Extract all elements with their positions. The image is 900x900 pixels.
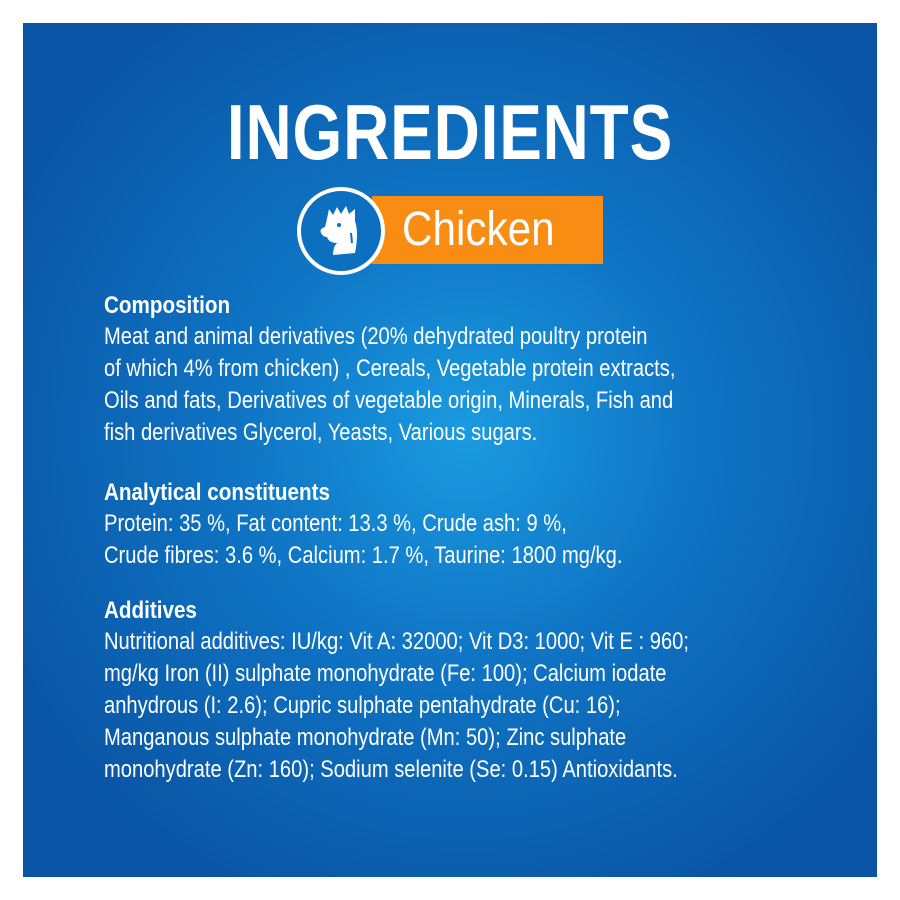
background-panel — [23, 23, 877, 877]
section-line: Oils and fats, Derivatives of vegetable … — [104, 387, 674, 414]
section-heading: Analytical constituents — [104, 479, 330, 506]
section-heading: Composition — [104, 292, 231, 319]
flavor-badge — [372, 196, 603, 264]
section-line: Crude fibres: 3.6 %, Calcium: 1.7 %, Tau… — [104, 542, 623, 569]
section-heading: Additives — [104, 597, 197, 624]
section-line: Meat and animal derivatives (20% dehydra… — [104, 323, 648, 350]
section-line: Protein: 35 %, Fat content: 13.3 %, Crud… — [104, 510, 567, 537]
section-line: Nutritional additives: IU/kg: Vit A: 320… — [104, 628, 689, 655]
flavor-label: Chicken — [402, 203, 555, 256]
analytical-section: Analytical constituents Protein: 35 %, F… — [104, 478, 721, 572]
additives-section: Additives Nutritional additives: IU/kg: … — [104, 596, 800, 786]
section-line: of which 4% from chicken) , Cereals, Veg… — [104, 355, 676, 382]
section-line: monohydrate (Zn: 160); Sodium selenite (… — [104, 756, 678, 783]
section-line: anhydrous (I: 2.6); Cupric sulphate pent… — [104, 692, 621, 719]
page-title: INGREDIENTS — [226, 88, 674, 176]
section-line: fish derivatives Glycerol, Yeasts, Vario… — [104, 419, 538, 446]
section-line: Manganous sulphate monohydrate (Mn: 50);… — [104, 724, 627, 751]
rooster-head-icon — [297, 187, 385, 275]
section-line: mg/kg Iron (II) sulphate monohydrate (Fe… — [104, 660, 667, 687]
composition-section: Composition Meat and animal derivatives … — [104, 291, 784, 449]
